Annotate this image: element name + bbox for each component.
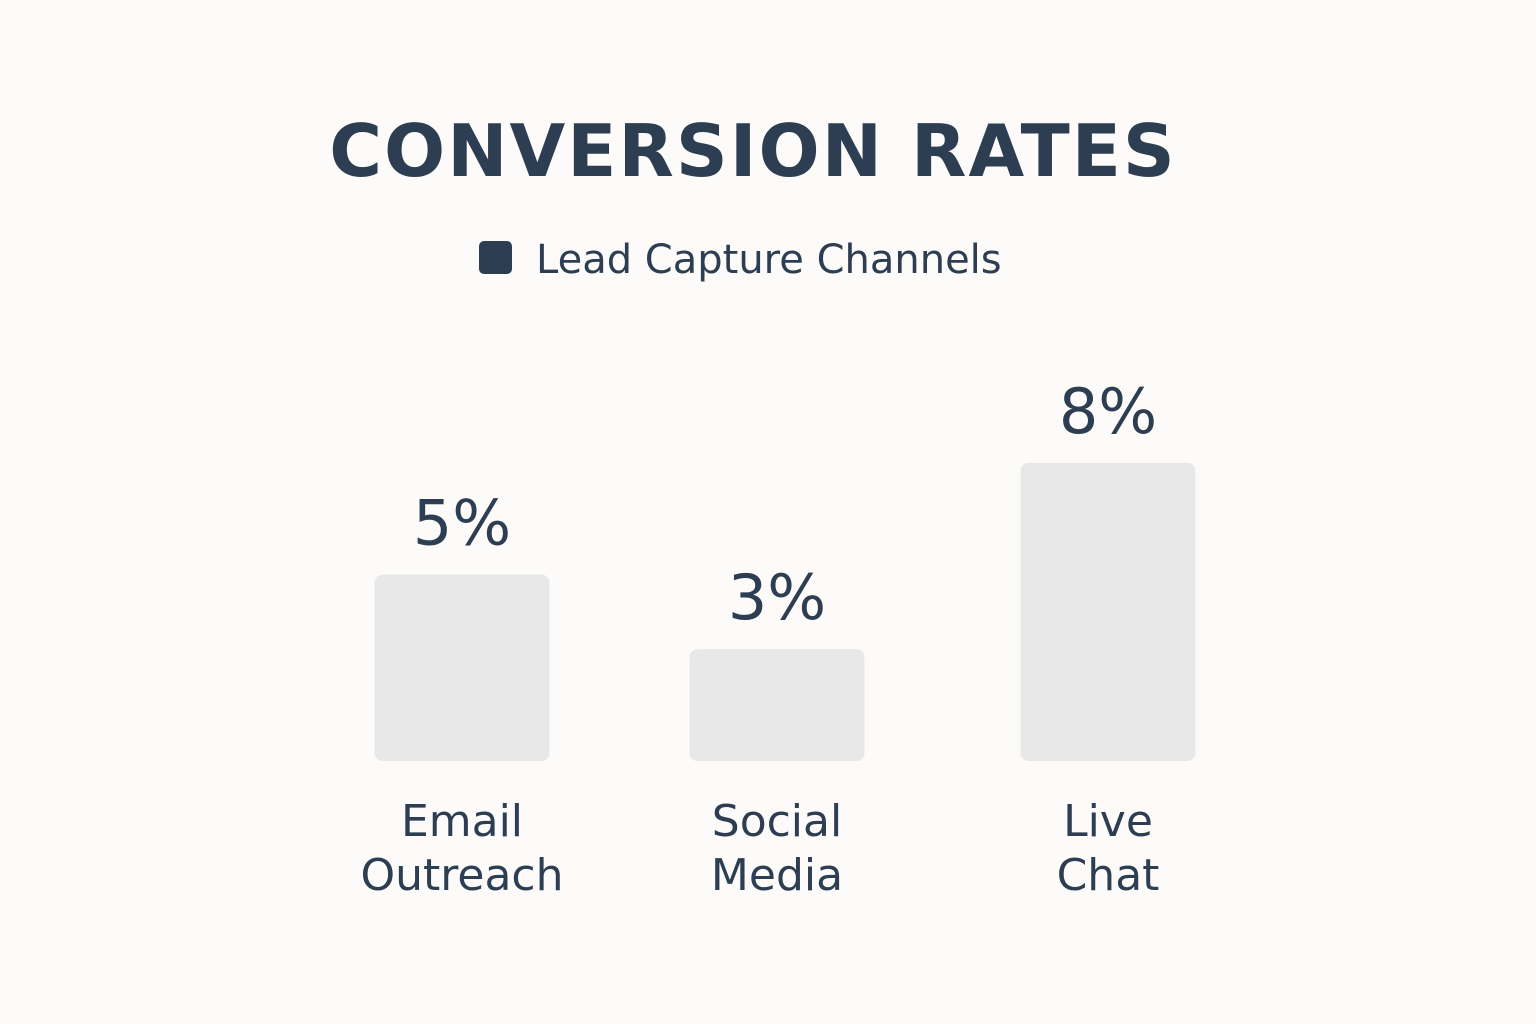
bar [374, 574, 550, 761]
chart-title: CONVERSION RATES [329, 109, 1177, 193]
category-label: Social [712, 796, 842, 847]
category-label: Live [1063, 796, 1153, 847]
value-label: 5% [413, 487, 511, 560]
bar [689, 649, 865, 761]
category-label: Media [711, 850, 843, 901]
legend-label: Lead Capture Channels [536, 237, 1002, 283]
legend-swatch [479, 241, 512, 274]
category-label: Chat [1057, 850, 1160, 901]
category-label: Outreach [360, 850, 563, 901]
category-label: Email [401, 796, 523, 847]
bars [374, 462, 1196, 761]
value-labels: 5% 3% 8% [413, 375, 1157, 634]
legend: Lead Capture Channels [479, 237, 1002, 283]
bar [1020, 462, 1196, 761]
value-label: 8% [1059, 375, 1157, 448]
value-label: 3% [728, 561, 826, 634]
